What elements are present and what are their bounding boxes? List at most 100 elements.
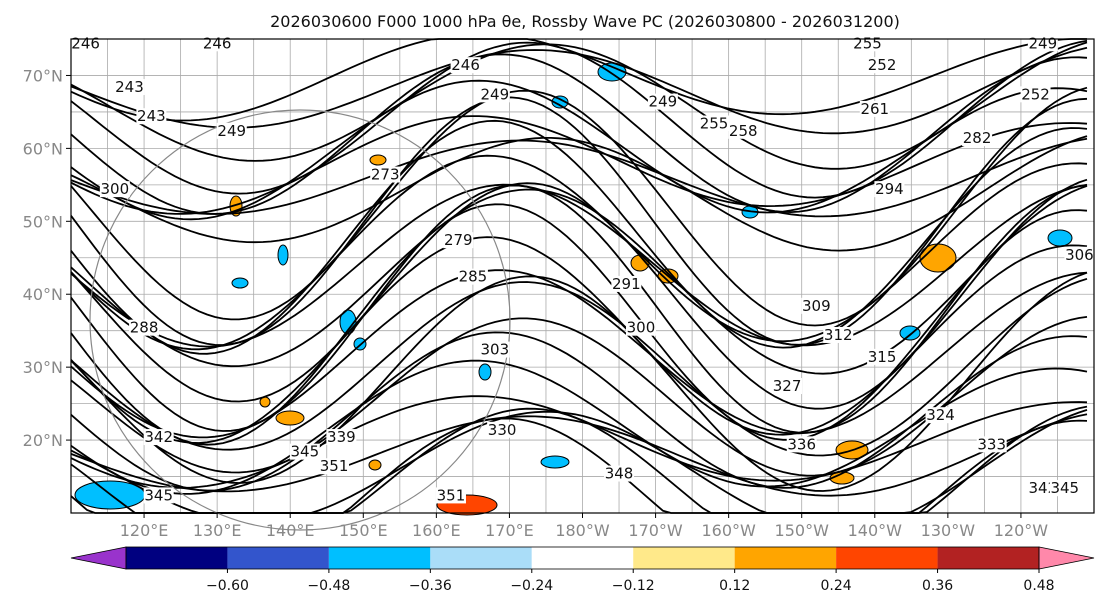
contour-label: 300 — [101, 180, 130, 198]
contour-label-bg — [801, 297, 832, 314]
contour-label: 348 — [605, 465, 634, 483]
contour-label-bg — [143, 429, 174, 446]
colorbar-tick-label: 0.48 — [1023, 578, 1054, 594]
contour-label-bg — [925, 407, 956, 424]
contour-label-bg — [435, 487, 466, 504]
contour-label-bg — [874, 181, 905, 198]
contour-label: 249 — [217, 122, 246, 140]
contour-label-bg — [867, 57, 898, 74]
contour-label-bg — [962, 130, 993, 147]
colorbar-frame — [125, 546, 1040, 570]
contour-label-bg — [1049, 480, 1080, 497]
contour-label: 288 — [130, 319, 159, 337]
colorbar-segment — [633, 547, 735, 569]
lat-tick-label: 70°N — [23, 66, 63, 85]
colorbar-segment — [937, 547, 1039, 569]
contour-label: 261 — [860, 100, 889, 118]
contour-label-bg — [319, 458, 350, 475]
contour-label-bg — [457, 268, 488, 285]
colorbar-tick-label: −0.60 — [206, 578, 249, 594]
contour-label-bg — [611, 275, 642, 292]
lon-tick-label: 130°W — [921, 521, 976, 540]
contour-label: 333 — [977, 435, 1006, 453]
contour-label-bg — [129, 319, 160, 336]
colorbar-extend-high — [1038, 546, 1095, 570]
colorbar-segment — [430, 547, 532, 569]
contour-label-bg — [867, 348, 898, 365]
colorbar-tick-label: 0.24 — [821, 578, 852, 594]
contour-line — [70, 119, 1088, 355]
contour-line — [70, 277, 1088, 457]
contour-label: 255 — [853, 34, 882, 52]
contour-label: 336 — [787, 435, 816, 453]
anomaly-patch — [540, 455, 570, 469]
contour-line — [70, 154, 1088, 351]
contour-label-bg — [786, 436, 817, 453]
contour-label-bg — [99, 181, 130, 198]
lon-tick-label: 170°E — [485, 521, 534, 540]
contour-line — [70, 413, 1088, 497]
contour-label-bg — [1064, 246, 1095, 263]
lon-tick-label: 130°E — [193, 521, 242, 540]
contour-label: 255 — [700, 115, 729, 133]
colorbar-tick-label: −0.24 — [510, 578, 553, 594]
contour-label-bg — [823, 326, 854, 343]
contour-label: 339 — [327, 428, 356, 446]
contour-line — [70, 359, 1088, 495]
contour-label: 249 — [1029, 34, 1058, 52]
contour-line — [70, 79, 1088, 221]
colorbar: −0.60 −0.48 −0.36 −0.24 −0.12 0.12 0.24 0.36 0.4… — [70, 546, 1095, 594]
colorbar-segment — [734, 547, 837, 569]
lat-tick-label: 40°N — [23, 285, 63, 304]
contour-label: 345 — [291, 443, 320, 461]
contour-label-bg — [450, 57, 481, 74]
lat-tick-label: 50°N — [23, 212, 63, 231]
contour-line — [70, 135, 1088, 252]
lat-tick-label: 60°N — [23, 139, 63, 158]
contour-label-bg — [487, 421, 518, 438]
contour-line — [70, 115, 1088, 215]
lon-tick-label: 140°W — [848, 521, 903, 540]
anomaly-patch — [231, 277, 249, 289]
contour-label: 246 — [203, 34, 232, 52]
contour-label: 300 — [627, 319, 656, 337]
contour-label-bg — [479, 86, 510, 103]
contour-line — [70, 41, 1088, 170]
contour-label-bg — [728, 122, 759, 139]
lon-tick-label: 120°E — [120, 521, 169, 540]
contour-label: 285 — [459, 268, 488, 286]
colorbar-tick-label: 0.12 — [719, 578, 750, 594]
contour-line — [70, 203, 1088, 446]
anomaly-patch — [368, 459, 382, 471]
contour-line — [70, 316, 1088, 477]
contour-label: 315 — [868, 348, 897, 366]
contour-label-bg — [136, 108, 167, 125]
colorbar-segment — [227, 547, 329, 569]
contour-label: 249 — [649, 93, 678, 111]
anomaly-patch — [277, 244, 289, 266]
colorbar-segment — [328, 547, 431, 569]
colorbar-tick-label: −0.48 — [307, 578, 350, 594]
contour-label-bg — [143, 487, 174, 504]
anomaly-patch — [478, 363, 492, 381]
contour-label: 324 — [926, 406, 955, 424]
reference-circle — [89, 109, 511, 531]
contour-label: 294 — [875, 180, 904, 198]
contour-label: 252 — [868, 56, 897, 74]
contour-label-bg — [326, 429, 357, 446]
contour-label: 351 — [320, 457, 349, 475]
anomaly-patch — [369, 154, 387, 166]
lon-tick-label: 150°E — [339, 521, 388, 540]
colorbar-tick-label: −0.36 — [409, 578, 452, 594]
contour-label-bg — [370, 166, 401, 183]
contour-label: 279 — [444, 231, 473, 249]
latitude-axis: 70°N 60°N 50°N 40°N 30°N 20°N — [23, 66, 71, 450]
contour-label-bg — [699, 115, 730, 132]
contour-label: 246 — [451, 56, 480, 74]
contour-label-bg — [772, 378, 803, 395]
colorbar-segment — [836, 547, 938, 569]
contour-label: 252 — [1021, 85, 1050, 103]
contour-label-bg — [976, 436, 1007, 453]
lon-tick-label: 150°W — [775, 521, 830, 540]
contour-line — [70, 185, 1088, 375]
